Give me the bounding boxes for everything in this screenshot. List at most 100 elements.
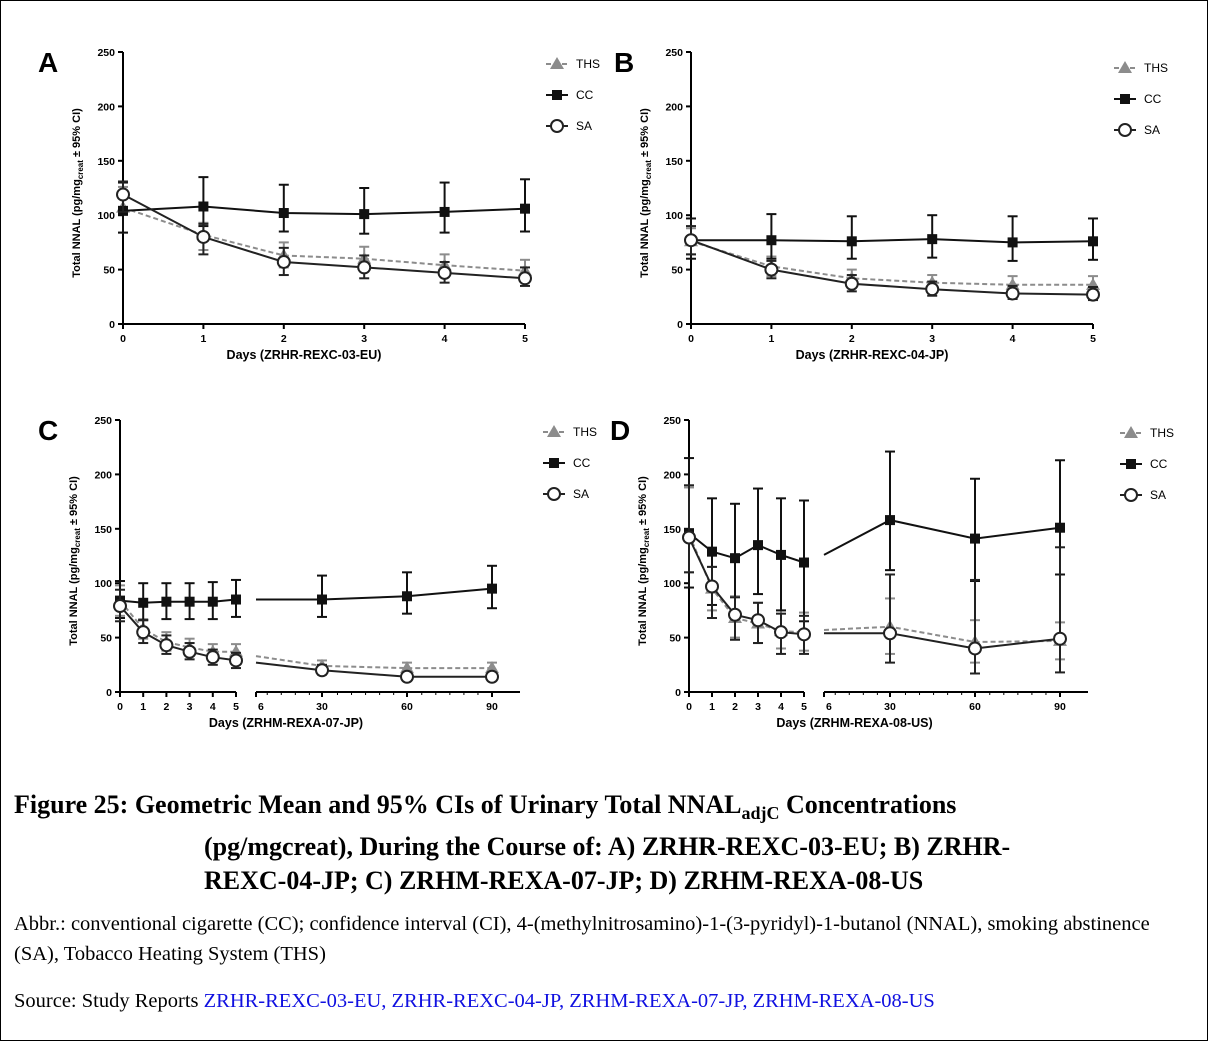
x-axis-label: Days (ZRHR-REXC-04-JP) <box>796 348 949 362</box>
data-point <box>927 234 937 244</box>
y-axis-label-main: Total NNAL (pg/mg <box>637 547 649 646</box>
y-tick-label: 250 <box>97 47 115 59</box>
data-point <box>752 614 764 626</box>
x-tick-label: 0 <box>686 701 692 713</box>
legend: THS CC SA <box>546 57 600 133</box>
x-tick-label: 5 <box>1090 333 1096 345</box>
data-point <box>207 651 219 663</box>
data-point <box>114 600 126 612</box>
data-point <box>969 642 981 654</box>
legend-marker <box>1125 489 1137 501</box>
y-axis-label-suffix: ± 95% CI) <box>637 476 649 528</box>
legend-marker <box>1120 94 1130 104</box>
data-point <box>706 580 718 592</box>
data-point <box>884 627 896 639</box>
data-point <box>316 664 328 676</box>
y-tick-label: 200 <box>665 101 683 113</box>
y-axis-label-sub: creat <box>76 160 85 179</box>
data-point <box>185 597 195 607</box>
data-point <box>519 272 531 284</box>
y-tick-label: 100 <box>97 210 115 222</box>
data-point <box>440 207 450 217</box>
y-tick-label: 100 <box>665 210 683 222</box>
data-point <box>198 201 208 211</box>
data-point <box>885 515 895 525</box>
series-line <box>824 627 1060 642</box>
x-tick-label: 5 <box>801 701 807 713</box>
data-point <box>926 283 938 295</box>
data-point <box>230 654 242 666</box>
series-line <box>824 520 1060 555</box>
x-tick-label: 2 <box>849 333 855 345</box>
data-point <box>486 671 498 683</box>
legend-label: THS <box>1150 426 1174 440</box>
x-tick-label: 60 <box>401 701 413 713</box>
x-tick-label: 3 <box>929 333 935 345</box>
legend-label: SA <box>1150 488 1166 502</box>
x-tick-label: 1 <box>709 701 715 713</box>
y-axis-label-main: Total NNAL (pg/mg <box>71 179 83 278</box>
data-point <box>1007 288 1019 300</box>
legend-marker <box>1124 426 1138 438</box>
data-point <box>117 189 129 201</box>
series-ths <box>682 487 1067 662</box>
abbreviations-note: Abbr.: conventional cigarette (CC); conf… <box>14 909 1199 969</box>
x-tick-label: 6 <box>258 701 264 713</box>
caption-line-3: REXC-04-JP; C) ZRHM-REXA-07-JP; D) ZRHM-… <box>14 864 1199 898</box>
data-point <box>685 234 697 246</box>
data-point <box>401 671 413 683</box>
x-tick-label: 5 <box>233 701 239 713</box>
x-tick-label: 1 <box>200 333 206 345</box>
data-point <box>683 532 695 544</box>
chart-panel-d: D050100150200250Total NNAL (pg/mgcreat ±… <box>610 415 1174 730</box>
x-tick-label: 6 <box>826 701 832 713</box>
legend-marker <box>551 120 563 132</box>
data-point <box>197 231 209 243</box>
x-tick-label: 5 <box>522 333 528 345</box>
series-sa <box>685 226 1099 301</box>
legend-marker <box>1126 459 1136 469</box>
x-axis-label: Days (ZRHR-REXC-03-EU) <box>227 348 382 362</box>
series-line <box>256 663 492 677</box>
data-point <box>138 598 148 608</box>
data-point <box>231 595 241 605</box>
x-tick-label: 30 <box>884 701 896 713</box>
data-point <box>1087 289 1099 301</box>
series-cc <box>686 214 1098 261</box>
y-tick-label: 250 <box>663 415 681 427</box>
x-axis-label: Days (ZRHM-REXA-08-US) <box>776 716 932 730</box>
data-point <box>846 278 858 290</box>
y-tick-label: 50 <box>671 265 683 277</box>
x-tick-label: 0 <box>120 333 126 345</box>
caption-subscript: adjC <box>741 803 779 823</box>
y-tick-label: 0 <box>677 319 683 331</box>
data-point <box>1055 523 1065 533</box>
y-tick-label: 50 <box>103 265 115 277</box>
x-tick-label: 90 <box>486 701 498 713</box>
x-tick-label: 4 <box>210 701 216 713</box>
y-tick-label: 150 <box>97 156 115 168</box>
source-link[interactable]: ZRHR-REXC-03-EU, ZRHR-REXC-04-JP, ZRHM-R… <box>204 990 935 1012</box>
data-point <box>730 553 740 563</box>
y-tick-label: 50 <box>669 633 681 645</box>
x-tick-label: 4 <box>442 333 448 345</box>
data-point <box>487 584 497 594</box>
x-tick-label: 1 <box>768 333 774 345</box>
data-point <box>208 597 218 607</box>
legend-label: CC <box>1144 92 1162 106</box>
legend-label: THS <box>573 425 597 439</box>
data-point <box>753 540 763 550</box>
y-axis-label: Total NNAL (pg/mgcreat ± 95% CI) <box>68 476 82 646</box>
y-tick-label: 50 <box>100 633 112 645</box>
data-point <box>439 267 451 279</box>
y-tick-label: 150 <box>663 524 681 536</box>
figure-charts: A050100150200250Total NNAL (pg/mgcreat ±… <box>0 0 1210 780</box>
y-axis-label-main: Total NNAL (pg/mg <box>639 179 651 278</box>
series-sa <box>683 485 1066 673</box>
legend-label: SA <box>576 119 592 133</box>
legend-marker <box>547 425 561 437</box>
legend: THS CC SA <box>1120 426 1174 502</box>
data-point <box>278 256 290 268</box>
data-point <box>520 204 530 214</box>
x-tick-label: 2 <box>732 701 738 713</box>
